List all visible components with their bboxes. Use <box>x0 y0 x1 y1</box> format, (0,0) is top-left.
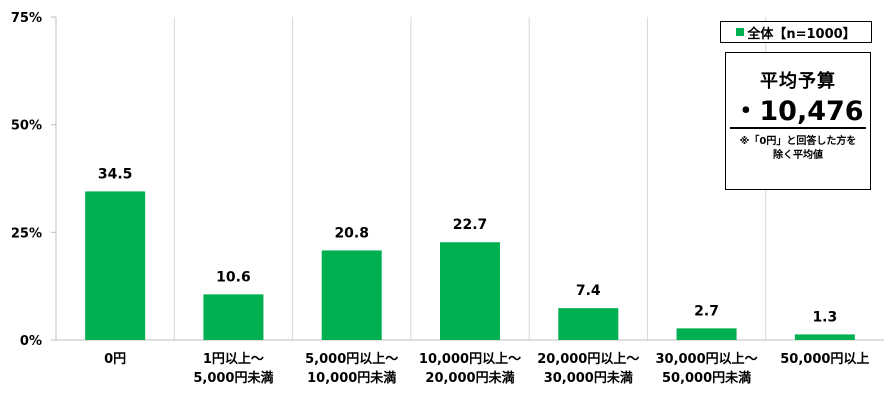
data-label: 34.5 <box>98 166 133 182</box>
average-budget-note-line1: ※「0円」と回答した方を <box>739 136 857 147</box>
y-tick-label: 25% <box>11 226 42 241</box>
data-label: 7.4 <box>576 283 601 299</box>
data-label: 10.6 <box>216 269 251 285</box>
average-budget-note-line2: 除く平均値 <box>773 150 823 161</box>
data-label: 1.3 <box>812 309 837 325</box>
average-budget-box: 平均予算 ・10,476 ※「0円」と回答した方を 除く平均値 <box>725 52 871 190</box>
legend-swatch <box>736 28 745 36</box>
x-tick-label: 50,000円未満 <box>662 370 751 386</box>
y-tick-label: 0% <box>20 334 42 349</box>
average-budget-title: 平均予算 <box>760 71 836 92</box>
data-label: 22.7 <box>453 217 488 233</box>
x-tick-label: 10,000円未満 <box>307 370 396 386</box>
x-tick-label: 1円以上～ <box>203 352 264 367</box>
y-tick-label: 75% <box>11 11 42 26</box>
x-tick-label: 10,000円以上～ <box>419 352 521 367</box>
x-tick-label: 20,000円以上～ <box>537 352 639 367</box>
data-label: 20.8 <box>334 225 369 241</box>
bar <box>321 250 382 340</box>
x-tick-label: 20,000円未満 <box>425 370 514 386</box>
bar <box>676 328 737 340</box>
x-tick-label: 0円 <box>104 352 126 367</box>
data-label: 2.7 <box>694 303 719 319</box>
x-tick-label: 5,000円未満 <box>193 370 273 386</box>
bar <box>558 308 619 340</box>
legend-label: 全体【n=1000】 <box>747 26 856 42</box>
bar <box>85 191 146 340</box>
legend: 全体【n=1000】 <box>720 21 872 43</box>
bar <box>203 294 264 340</box>
y-tick-label: 50% <box>11 119 42 134</box>
x-tick-label: 30,000円以上～ <box>655 352 757 367</box>
x-tick-label: 30,000円未満 <box>544 370 633 386</box>
x-tick-label: 5,000円以上～ <box>305 352 398 367</box>
bar <box>440 242 500 340</box>
bar <box>794 334 855 340</box>
average-budget-value: ・10,476 <box>730 96 866 129</box>
x-tick-label: 50,000円以上 <box>780 352 869 367</box>
average-budget-note: ※「0円」と回答した方を 除く平均値 <box>726 135 870 163</box>
